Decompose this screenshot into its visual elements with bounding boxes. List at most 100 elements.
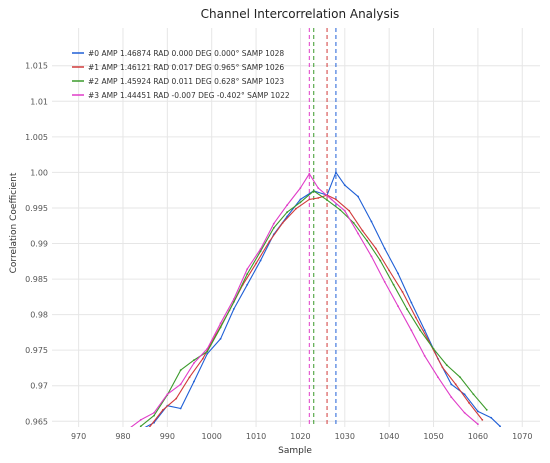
data-point xyxy=(445,364,448,367)
data-point xyxy=(339,209,342,211)
x-tick-label: 1060 xyxy=(468,432,488,441)
data-point xyxy=(454,383,457,386)
data-point xyxy=(450,396,453,399)
data-point xyxy=(432,347,435,350)
x-tick-label: 1050 xyxy=(423,432,443,441)
data-point xyxy=(299,201,302,204)
data-point xyxy=(343,184,346,187)
x-tick-label: 990 xyxy=(160,432,175,441)
data-point xyxy=(423,354,426,357)
data-point xyxy=(379,259,382,262)
data-point xyxy=(423,329,426,332)
data-point xyxy=(246,268,249,271)
data-point xyxy=(232,300,235,303)
data-point xyxy=(295,207,297,210)
y-tick-label: 0.99 xyxy=(30,240,48,249)
peak-markers xyxy=(308,28,337,427)
data-point xyxy=(370,255,373,258)
data-point xyxy=(272,222,275,225)
data-point xyxy=(308,198,311,201)
data-point xyxy=(335,171,337,174)
data-point xyxy=(153,414,155,417)
data-point xyxy=(481,418,484,421)
data-point xyxy=(388,269,391,272)
data-point xyxy=(193,380,195,383)
data-point xyxy=(259,248,262,251)
data-point xyxy=(179,369,182,372)
x-tick-label: 1000 xyxy=(202,432,222,441)
data-point xyxy=(206,347,209,350)
y-tick-label: 1.00 xyxy=(30,168,48,177)
data-point xyxy=(246,283,249,286)
data-point xyxy=(148,426,151,427)
x-tick-label: 1070 xyxy=(512,432,532,441)
y-axis-label: Correlation Coefficient xyxy=(9,172,19,273)
data-point xyxy=(463,393,466,396)
data-point xyxy=(370,220,373,223)
x-tick-label: 1030 xyxy=(335,432,355,441)
data-point xyxy=(450,383,453,386)
data-point xyxy=(299,198,302,201)
axes: 970 980 990 1000 1010 1020 1030 1040 1050 1060 107… xyxy=(25,62,532,441)
data-point xyxy=(139,418,142,421)
legend-label: #3 AMP 1.44451 RAD -0.007 DEG -0.402° SA… xyxy=(88,91,290,100)
data-point xyxy=(317,197,320,199)
series-line xyxy=(130,173,479,427)
data-point xyxy=(268,240,271,243)
data-point xyxy=(459,376,462,379)
data-point xyxy=(308,172,311,175)
data-point xyxy=(361,229,364,232)
data-point xyxy=(357,232,360,235)
data-point xyxy=(317,187,320,189)
data-point xyxy=(401,290,404,293)
data-point xyxy=(476,423,479,426)
data-point xyxy=(259,259,262,262)
legend-label: #2 AMP 1.45924 RAD 0.011 DEG 0.628° SAMP… xyxy=(88,77,284,86)
data-point xyxy=(476,410,479,413)
data-point xyxy=(414,316,417,319)
data-point xyxy=(162,409,164,411)
data-point xyxy=(468,401,470,404)
data-point xyxy=(326,199,328,202)
data-point xyxy=(463,411,466,414)
y-tick-label: 0.98 xyxy=(30,311,48,320)
data-point xyxy=(352,221,355,224)
data-point xyxy=(179,383,182,386)
y-tick-label: 1.005 xyxy=(25,133,48,142)
data-point xyxy=(397,272,399,275)
data-point xyxy=(383,247,386,250)
data-point xyxy=(406,308,408,310)
chart-title: Channel Intercorrelation Analysis xyxy=(201,7,400,21)
data-point xyxy=(272,226,275,229)
data-point xyxy=(383,281,386,283)
data-point xyxy=(312,189,315,192)
data-point xyxy=(219,322,222,325)
legend: #0 AMP 1.46874 RAD 0.000 DEG 0.000° SAMP… xyxy=(72,49,290,100)
y-tick-label: 0.985 xyxy=(25,275,48,284)
data-point xyxy=(299,187,302,189)
data-point xyxy=(179,407,182,410)
y-tick-label: 0.995 xyxy=(25,204,48,213)
data-point xyxy=(246,273,249,275)
data-point xyxy=(206,350,209,353)
data-point xyxy=(255,262,257,265)
data-point xyxy=(153,411,155,414)
data-point xyxy=(410,329,413,332)
data-point xyxy=(188,376,191,379)
x-tick-label: 1040 xyxy=(379,432,399,441)
x-tick-label: 1020 xyxy=(290,432,310,441)
data-point xyxy=(166,393,169,396)
data-point xyxy=(232,308,235,310)
data-point xyxy=(490,416,493,419)
data-point xyxy=(392,283,395,286)
x-axis-label: Sample xyxy=(278,446,312,456)
data-point xyxy=(419,329,422,332)
data-point xyxy=(485,409,488,411)
data-point xyxy=(219,337,222,340)
data-point xyxy=(206,352,209,355)
data-point xyxy=(343,209,346,212)
data-point xyxy=(472,393,475,396)
series-lines xyxy=(130,171,501,427)
data-point xyxy=(259,250,262,253)
